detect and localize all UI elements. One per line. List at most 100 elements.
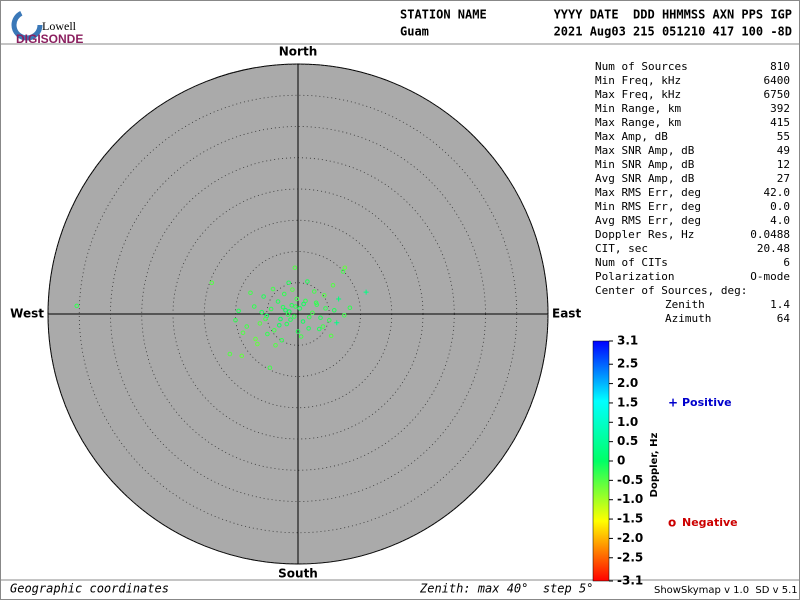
stat-label: CIT, sec (595, 242, 648, 255)
stat-value: 0.0 (770, 200, 790, 213)
colorbar-tick-label: -2.0 (617, 531, 643, 545)
source-point (240, 330, 246, 336)
source-point (334, 320, 340, 326)
source-point (281, 291, 287, 297)
stat-label: Polarization (595, 270, 674, 283)
stat-value: 6750 (764, 88, 791, 101)
source-point (305, 279, 310, 284)
footer-center: Zenith: max 40° step 5° (419, 582, 593, 596)
stat-value: 42.0 (764, 186, 791, 199)
source-point (326, 317, 332, 323)
direction-label: East (552, 307, 581, 321)
direction-label: South (278, 567, 318, 581)
stat-value: 20.48 (757, 242, 790, 255)
source-point (236, 308, 241, 314)
colorbar-tick-label: 2.0 (617, 376, 638, 390)
source-point (253, 336, 258, 342)
stat-value: 55 (777, 130, 790, 143)
source-point (283, 307, 288, 313)
stat-value: 0.0488 (750, 228, 790, 241)
stat-label: Num of Sources (595, 60, 688, 73)
source-point (297, 306, 303, 311)
source-point (301, 301, 306, 307)
source-point (336, 296, 342, 302)
colorbar-tick-label: 1.0 (617, 415, 638, 429)
stat-label: Max SNR Amp, dB (595, 144, 695, 157)
source-point (323, 306, 328, 311)
header-value: Guam (400, 25, 429, 39)
source-point (74, 303, 80, 309)
source-point (286, 280, 291, 286)
source-point (278, 316, 283, 322)
colorbar-tick-label: -1.0 (617, 492, 643, 506)
legend-label: Positive (682, 396, 732, 409)
source-point (310, 310, 315, 316)
source-point (288, 317, 293, 322)
source-point (347, 305, 353, 311)
stat-label: Azimuth (665, 312, 711, 325)
source-point (285, 312, 291, 317)
legend-label: Negative (682, 516, 738, 529)
stat-label: Doppler Res, Hz (595, 228, 694, 241)
source-point (255, 341, 260, 347)
source-point (342, 265, 348, 271)
stat-label: Min Freq, kHz (595, 74, 681, 87)
source-point (341, 312, 347, 318)
colorbar-tick-label: -1.5 (617, 512, 643, 526)
stat-label: Zenith (665, 298, 705, 311)
stat-value: O-mode (750, 270, 790, 283)
stat-value: 64 (777, 312, 791, 325)
stat-label: Max RMS Err, deg (595, 186, 701, 199)
direction-label: West (10, 307, 44, 321)
source-point (209, 280, 215, 286)
source-point (298, 334, 304, 339)
colorbar-tick-label: 0 (617, 454, 625, 468)
colorbar-tick-label: -0.5 (617, 473, 643, 487)
source-point (284, 321, 290, 327)
stat-label: Min Range, km (595, 102, 681, 115)
footer-left: Geographic coordinates (10, 582, 169, 596)
source-point (300, 319, 306, 324)
header-value: 2021 Aug03 215 051210 417 100 -8D (554, 25, 792, 39)
colorbar-label: Doppler, Hz (649, 433, 660, 498)
source-point (328, 333, 334, 339)
source-point (265, 331, 270, 337)
source-point (257, 321, 263, 326)
source-point (330, 282, 336, 288)
stat-value: 49 (777, 144, 790, 157)
source-point (251, 304, 257, 309)
source-point (316, 326, 322, 332)
source-point (363, 289, 369, 295)
source-point (239, 353, 245, 359)
colorbar-tick-label: 2.5 (617, 357, 638, 371)
header-column: YYYY DATE DDD HHMMSS AXN PPS IGP (554, 8, 792, 22)
source-point (267, 365, 273, 371)
stat-label: Max Freq, kHz (595, 88, 681, 101)
stat-label: Num of CITs (595, 256, 668, 269)
source-point (270, 286, 276, 292)
source-point (268, 306, 274, 312)
source-point (244, 324, 250, 329)
source-point (290, 287, 295, 292)
stat-label: Min SNR Amp, dB (595, 158, 695, 171)
source-point (331, 307, 337, 313)
stat-value: 6400 (764, 74, 791, 87)
source-point (306, 314, 312, 320)
source-point (275, 299, 281, 304)
logo-swirl (11, 9, 43, 41)
header-column: STATION NAME (400, 8, 487, 22)
colorbar (592, 340, 610, 582)
source-point (273, 342, 278, 348)
source-point (340, 269, 346, 274)
source-point (248, 290, 253, 296)
footer-right: ShowSkymap v 1.0 SD v 5.1 (654, 585, 798, 596)
stat-label: Avg RMS Err, deg (595, 214, 701, 227)
source-point (293, 304, 298, 309)
colorbar-tick-label: 3.1 (617, 334, 638, 348)
stat-value: 4.0 (770, 214, 790, 227)
stat-label: Max Range, km (595, 116, 681, 129)
colorbar-tick-label: -3.1 (617, 574, 643, 588)
source-point (306, 326, 311, 331)
source-point (311, 289, 317, 294)
source-point (227, 351, 233, 357)
